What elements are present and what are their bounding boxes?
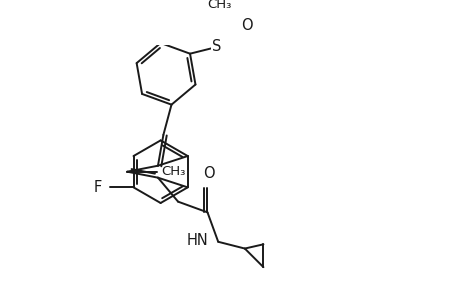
Text: HN: HN (186, 232, 207, 247)
Text: O: O (240, 18, 252, 33)
Text: F: F (94, 180, 102, 195)
Text: CH₃: CH₃ (207, 0, 231, 11)
Text: CH₃: CH₃ (161, 165, 185, 178)
Text: O: O (203, 167, 214, 182)
Text: S: S (212, 39, 221, 54)
